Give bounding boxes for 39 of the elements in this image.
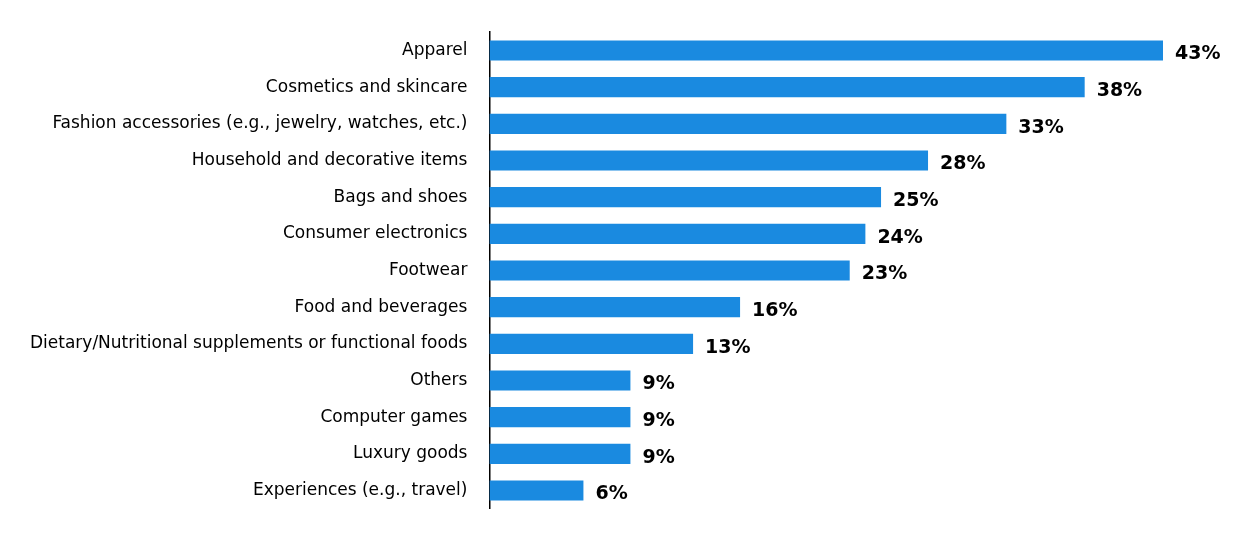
y-tick-label: Experiences (e.g., travel) [252, 478, 468, 499]
y-tick-label: Luxury goods [352, 442, 468, 463]
data-label: 28% [940, 151, 986, 174]
bar [489, 480, 584, 501]
bar [489, 297, 741, 318]
data-label: 25% [893, 188, 939, 211]
bar [489, 113, 1007, 134]
y-tick-label: Household and decorative items [191, 148, 468, 169]
bar [489, 223, 866, 244]
data-label: 24% [877, 224, 923, 247]
y-tick-label: Apparel [402, 38, 468, 59]
bar [489, 443, 631, 464]
y-tick-label: Consumer electronics [282, 222, 468, 243]
y-tick-label: Footwear [389, 258, 468, 279]
bar [489, 407, 631, 428]
y-tick-label: Food and beverages [294, 295, 468, 316]
bar [489, 40, 1163, 61]
data-label: 16% [752, 298, 798, 321]
bar [489, 150, 929, 171]
bar [489, 77, 1085, 98]
bar [489, 333, 694, 354]
data-label: 9% [642, 408, 675, 431]
y-tick-label: Cosmetics and skincare [265, 75, 468, 96]
data-label: 33% [1018, 114, 1064, 137]
data-label: 9% [642, 371, 675, 394]
y-tick-label: Others [410, 368, 468, 389]
data-label: 23% [861, 261, 908, 284]
bar [489, 260, 850, 281]
data-label: 9% [642, 444, 675, 467]
data-label: 13% [705, 334, 751, 357]
data-label: 43% [1175, 41, 1221, 64]
y-tick-label: Dietary/Nutritional supplements or functional foods [29, 332, 468, 353]
y-tick-label: Bags and shoes [333, 185, 468, 206]
y-tick-label: Fashion accessories (e.g., jewelry, watches, etc.) [52, 112, 468, 133]
y-tick-label: Computer games [320, 405, 468, 426]
bar [489, 187, 882, 208]
data-label: 38% [1096, 78, 1143, 101]
data-label: 6% [595, 481, 628, 504]
bar [489, 370, 631, 391]
